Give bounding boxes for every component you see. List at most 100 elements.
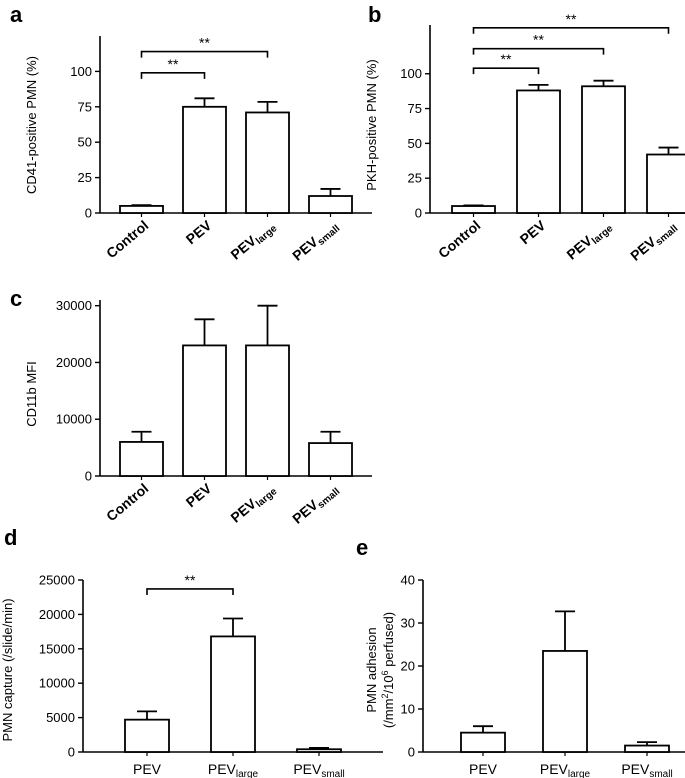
y-axis-label: CD11b MFI	[24, 361, 39, 427]
y-tick-label: 40	[401, 573, 415, 588]
x-tick-label: Control	[103, 480, 151, 524]
panel-label-c: c	[10, 286, 22, 311]
category-main: Control	[103, 217, 151, 261]
y-tick-label: 5000	[46, 710, 75, 725]
category-subscript: large	[568, 769, 591, 778]
y-tick-label: 20	[401, 659, 415, 674]
panel-label-d: d	[4, 525, 17, 550]
bar	[451, 205, 496, 214]
category-main: Control	[103, 480, 151, 524]
y-tick-label: 10000	[39, 676, 75, 691]
category-subscript: large	[590, 223, 616, 247]
y-tick-label: 30	[401, 616, 415, 631]
bar	[245, 344, 290, 477]
bar	[210, 635, 256, 753]
y-axis-label-part: perfused)	[381, 612, 396, 671]
category-main: PEV	[293, 761, 322, 777]
x-tick-label: PEV	[469, 761, 498, 777]
bar	[119, 205, 164, 214]
category-subscript: small	[321, 769, 344, 778]
x-tick-label: PEVsmall	[293, 761, 344, 778]
y-axis-label-units: (/mm2/106 perfused)	[380, 612, 396, 728]
panel-b: b 0 25 50 75 100 PKH-positive PMN (%) Control PE…	[364, 2, 685, 266]
significance-label: **	[566, 11, 577, 27]
category-main: PEV	[469, 761, 498, 777]
y-tick-label: 0	[85, 206, 92, 221]
y-axis-label-part: (/mm	[381, 699, 396, 729]
bar	[245, 111, 290, 214]
significance-bracket	[146, 588, 234, 595]
bar	[124, 718, 170, 753]
significance-label: **	[199, 35, 210, 51]
y-tick-label: 20000	[56, 355, 92, 370]
significance-label: **	[533, 32, 544, 48]
panel-a: a 0 25 50 75 100 CD41-positive PMN (%) Control P…	[10, 2, 372, 266]
panel-label-e: e	[356, 535, 368, 560]
category-subscript: small	[316, 223, 343, 248]
x-tick-label: PEVsmall	[621, 761, 672, 778]
bar	[460, 731, 506, 753]
significance-bracket	[472, 47, 605, 55]
y-axis-label: PMN capture (/slide/min)	[0, 598, 15, 741]
x-tick-label: PEVsmall	[627, 217, 680, 266]
bar	[542, 650, 588, 753]
x-tick-label: PEVsmall	[289, 480, 342, 529]
bar	[182, 105, 227, 214]
y-tick-label: 10000	[56, 412, 92, 427]
panel-c: c 0 10000 20000 30000 CD11b MFI Control PEV PEVl…	[10, 286, 372, 529]
significance-label: **	[501, 51, 512, 67]
y-tick-label: 20000	[39, 607, 75, 622]
y-tick-label: 30000	[56, 298, 92, 313]
panel-label-b: b	[368, 2, 381, 27]
significance-bracket	[472, 67, 540, 75]
bar	[308, 195, 353, 214]
x-tick-label: PEVlarge	[540, 761, 591, 778]
bar	[581, 85, 626, 214]
y-axis-label-part: 6	[380, 670, 390, 675]
category-main: PEV	[183, 480, 215, 511]
bar	[646, 153, 685, 214]
bar	[308, 442, 353, 477]
y-tick-label: 100	[400, 66, 422, 81]
y-axis-label-part: 2	[380, 694, 390, 699]
bar	[296, 748, 342, 753]
x-tick-label: PEVlarge	[563, 217, 615, 265]
y-tick-label: 25	[408, 171, 422, 186]
y-tick-label: 0	[408, 745, 415, 760]
bar	[119, 441, 164, 477]
panel-e: e 0 10 20 30 40 PMN adhesion(/mm2/106 perfused…	[356, 535, 685, 778]
significance-bracket	[140, 50, 269, 58]
x-tick-label: PEV	[517, 217, 549, 248]
panel-d: d 0 5000 10000 15000 20000 25000 PMN capture (/…	[0, 525, 383, 778]
category-subscript: large	[254, 223, 280, 247]
y-tick-label: 100	[70, 64, 92, 79]
category-subscript: large	[236, 769, 259, 778]
y-tick-label: 0	[85, 469, 92, 484]
y-tick-label: 25	[78, 170, 92, 185]
category-main: PEV	[540, 761, 569, 777]
y-axis-label: PKH-positive PMN (%)	[364, 59, 379, 190]
y-axis-label: PMN adhesion	[364, 627, 379, 712]
x-tick-label: PEVsmall	[289, 217, 342, 266]
significance-bracket	[140, 72, 206, 79]
x-tick-label: Control	[435, 217, 483, 261]
category-main: Control	[435, 217, 483, 261]
category-main: PEV	[208, 761, 237, 777]
bar	[624, 744, 670, 753]
significance-label: **	[168, 56, 179, 72]
y-tick-label: 50	[78, 135, 92, 150]
category-subscript: small	[316, 486, 343, 511]
bar	[182, 344, 227, 477]
significance-bracket	[472, 26, 670, 34]
x-tick-label: PEV	[183, 480, 215, 511]
category-main: PEV	[133, 761, 162, 777]
y-tick-label: 10	[401, 702, 415, 717]
y-axis-label: CD41-positive PMN (%)	[24, 56, 39, 194]
category-subscript: small	[649, 769, 672, 778]
y-tick-label: 25000	[39, 573, 75, 588]
y-tick-label: 75	[408, 101, 422, 116]
y-tick-label: 0	[68, 745, 75, 760]
y-axis-label-part: /10	[381, 675, 396, 693]
y-tick-label: 75	[78, 99, 92, 114]
